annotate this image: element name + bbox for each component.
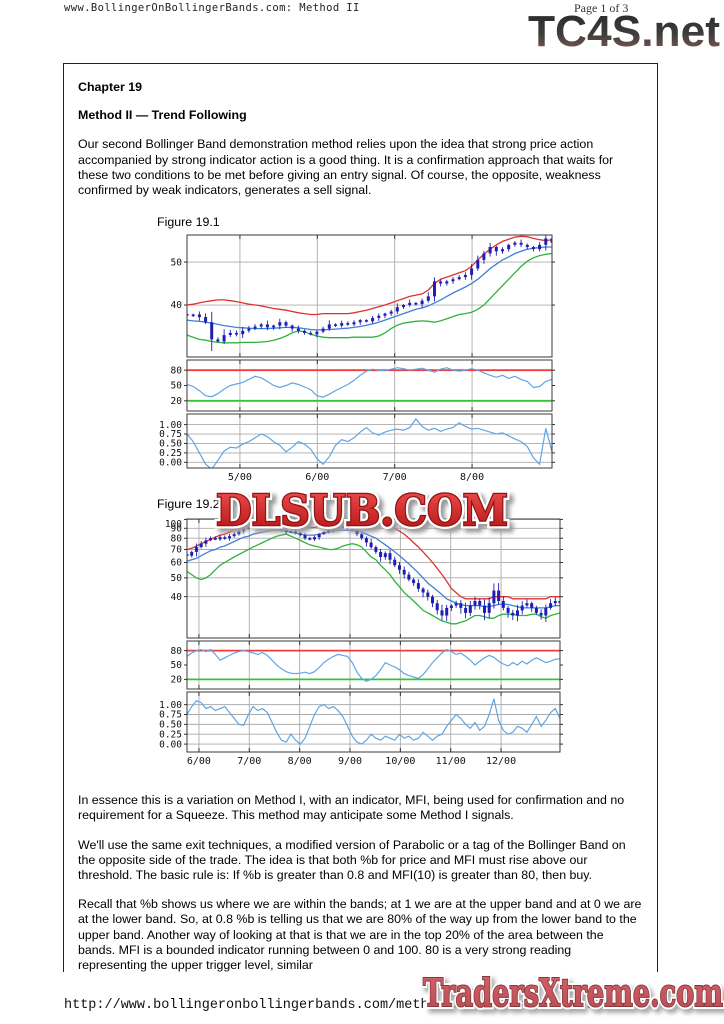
svg-text:0.50: 0.50 (159, 720, 182, 731)
header-site-title: www.BollingerOnBollingerBands.com: Metho… (64, 2, 360, 14)
svg-text:50: 50 (171, 660, 183, 671)
paragraph-exit-techniques: We'll use the same exit techniques, a mo… (78, 837, 626, 883)
svg-text:1.00: 1.00 (159, 420, 182, 431)
svg-text:50: 50 (171, 381, 183, 392)
tc4s-watermark: TC4S.net (524, 5, 724, 62)
page-number: Page 1 of 3 (574, 1, 629, 15)
figure-19-2-caption: Figure 19.2 (157, 497, 220, 512)
footer-url: http://www.bollingeronbollingerbands.com… (64, 998, 534, 1013)
svg-text:5/00: 5/00 (228, 472, 252, 483)
svg-text:80: 80 (171, 646, 183, 657)
figure-19-2-chart: 100 90 80 70 60 50 40 80 50 20 1.00 0.75 0.50 0.25 0.0… (157, 518, 643, 767)
svg-text:6/00: 6/00 (305, 472, 329, 483)
figure-19-1-chart: 50 40 80 50 20 1.00 0.75 0.50 0.25 0.00 5/00 6/00 7/… (157, 234, 643, 483)
svg-text:0.50: 0.50 (159, 439, 182, 450)
svg-text:7/00: 7/00 (237, 756, 261, 767)
svg-text:40: 40 (171, 300, 183, 311)
svg-text:12/00: 12/00 (486, 756, 516, 767)
svg-text:100: 100 (165, 519, 182, 530)
dlsub-watermark: DLSUB.COM DLSUB.COM (212, 480, 512, 543)
svg-text:0.25: 0.25 (159, 730, 182, 741)
svg-text:8/00: 8/00 (460, 472, 484, 483)
svg-text:0.75: 0.75 (159, 429, 182, 440)
svg-text:20: 20 (171, 675, 183, 686)
content-box: Chapter 19 Method II — Trend Following O… (63, 63, 658, 972)
tradersxtreme-watermark-text: TradersXtreme.com (423, 970, 723, 1015)
svg-text:7/00: 7/00 (383, 472, 407, 483)
footer-date: 29/02/2004 (578, 998, 660, 1013)
svg-text:40: 40 (171, 592, 183, 603)
svg-text:10/00: 10/00 (385, 756, 415, 767)
svg-text:50: 50 (171, 573, 183, 584)
svg-text:0.00: 0.00 (159, 740, 182, 751)
svg-text:0.75: 0.75 (159, 710, 182, 721)
svg-text:11/00: 11/00 (436, 756, 466, 767)
tradersxtreme-watermark-halo: TradersXtreme.com (423, 970, 723, 1015)
svg-text:9/00: 9/00 (338, 756, 362, 767)
svg-text:6/00: 6/00 (187, 756, 211, 767)
dlsub-watermark-halo: DLSUB.COM (216, 486, 508, 535)
svg-text:60: 60 (171, 558, 183, 569)
svg-text:0.00: 0.00 (159, 458, 182, 469)
paragraph-essence: In essence this is a variation on Method… (78, 793, 625, 823)
tc4s-logo-graphic: TC4S.net (528, 7, 720, 56)
dlsub-watermark-text: DLSUB.COM (216, 486, 508, 535)
svg-text:50: 50 (171, 257, 183, 268)
paragraph-intro: Our second Bollinger Band demonstration … (78, 137, 614, 198)
paragraph-recall: Recall that %b shows us where we are wit… (78, 897, 642, 973)
dlsub-watermark-graphic: DLSUB.COM DLSUB.COM (213, 483, 512, 539)
tradersxtreme-watermark-graphic: TradersXtreme.com TradersXtreme.com (420, 967, 724, 1018)
tradersxtreme-watermark: TradersXtreme.com TradersXtreme.com (418, 964, 724, 1024)
svg-text:8/00: 8/00 (288, 756, 312, 767)
svg-text:20: 20 (171, 396, 183, 407)
svg-text:0.25: 0.25 (159, 448, 182, 459)
method-heading: Method II — Trend Following (78, 108, 247, 123)
tc4s-logo-text: TC4S.net (528, 7, 720, 56)
figure-19-1-caption: Figure 19.1 (157, 215, 220, 230)
svg-text:80: 80 (171, 366, 183, 377)
svg-text:80: 80 (171, 534, 183, 545)
svg-text:90: 90 (171, 524, 183, 535)
svg-text:70: 70 (171, 545, 183, 556)
svg-text:1.00: 1.00 (159, 700, 182, 711)
chapter-heading: Chapter 19 (78, 80, 143, 94)
